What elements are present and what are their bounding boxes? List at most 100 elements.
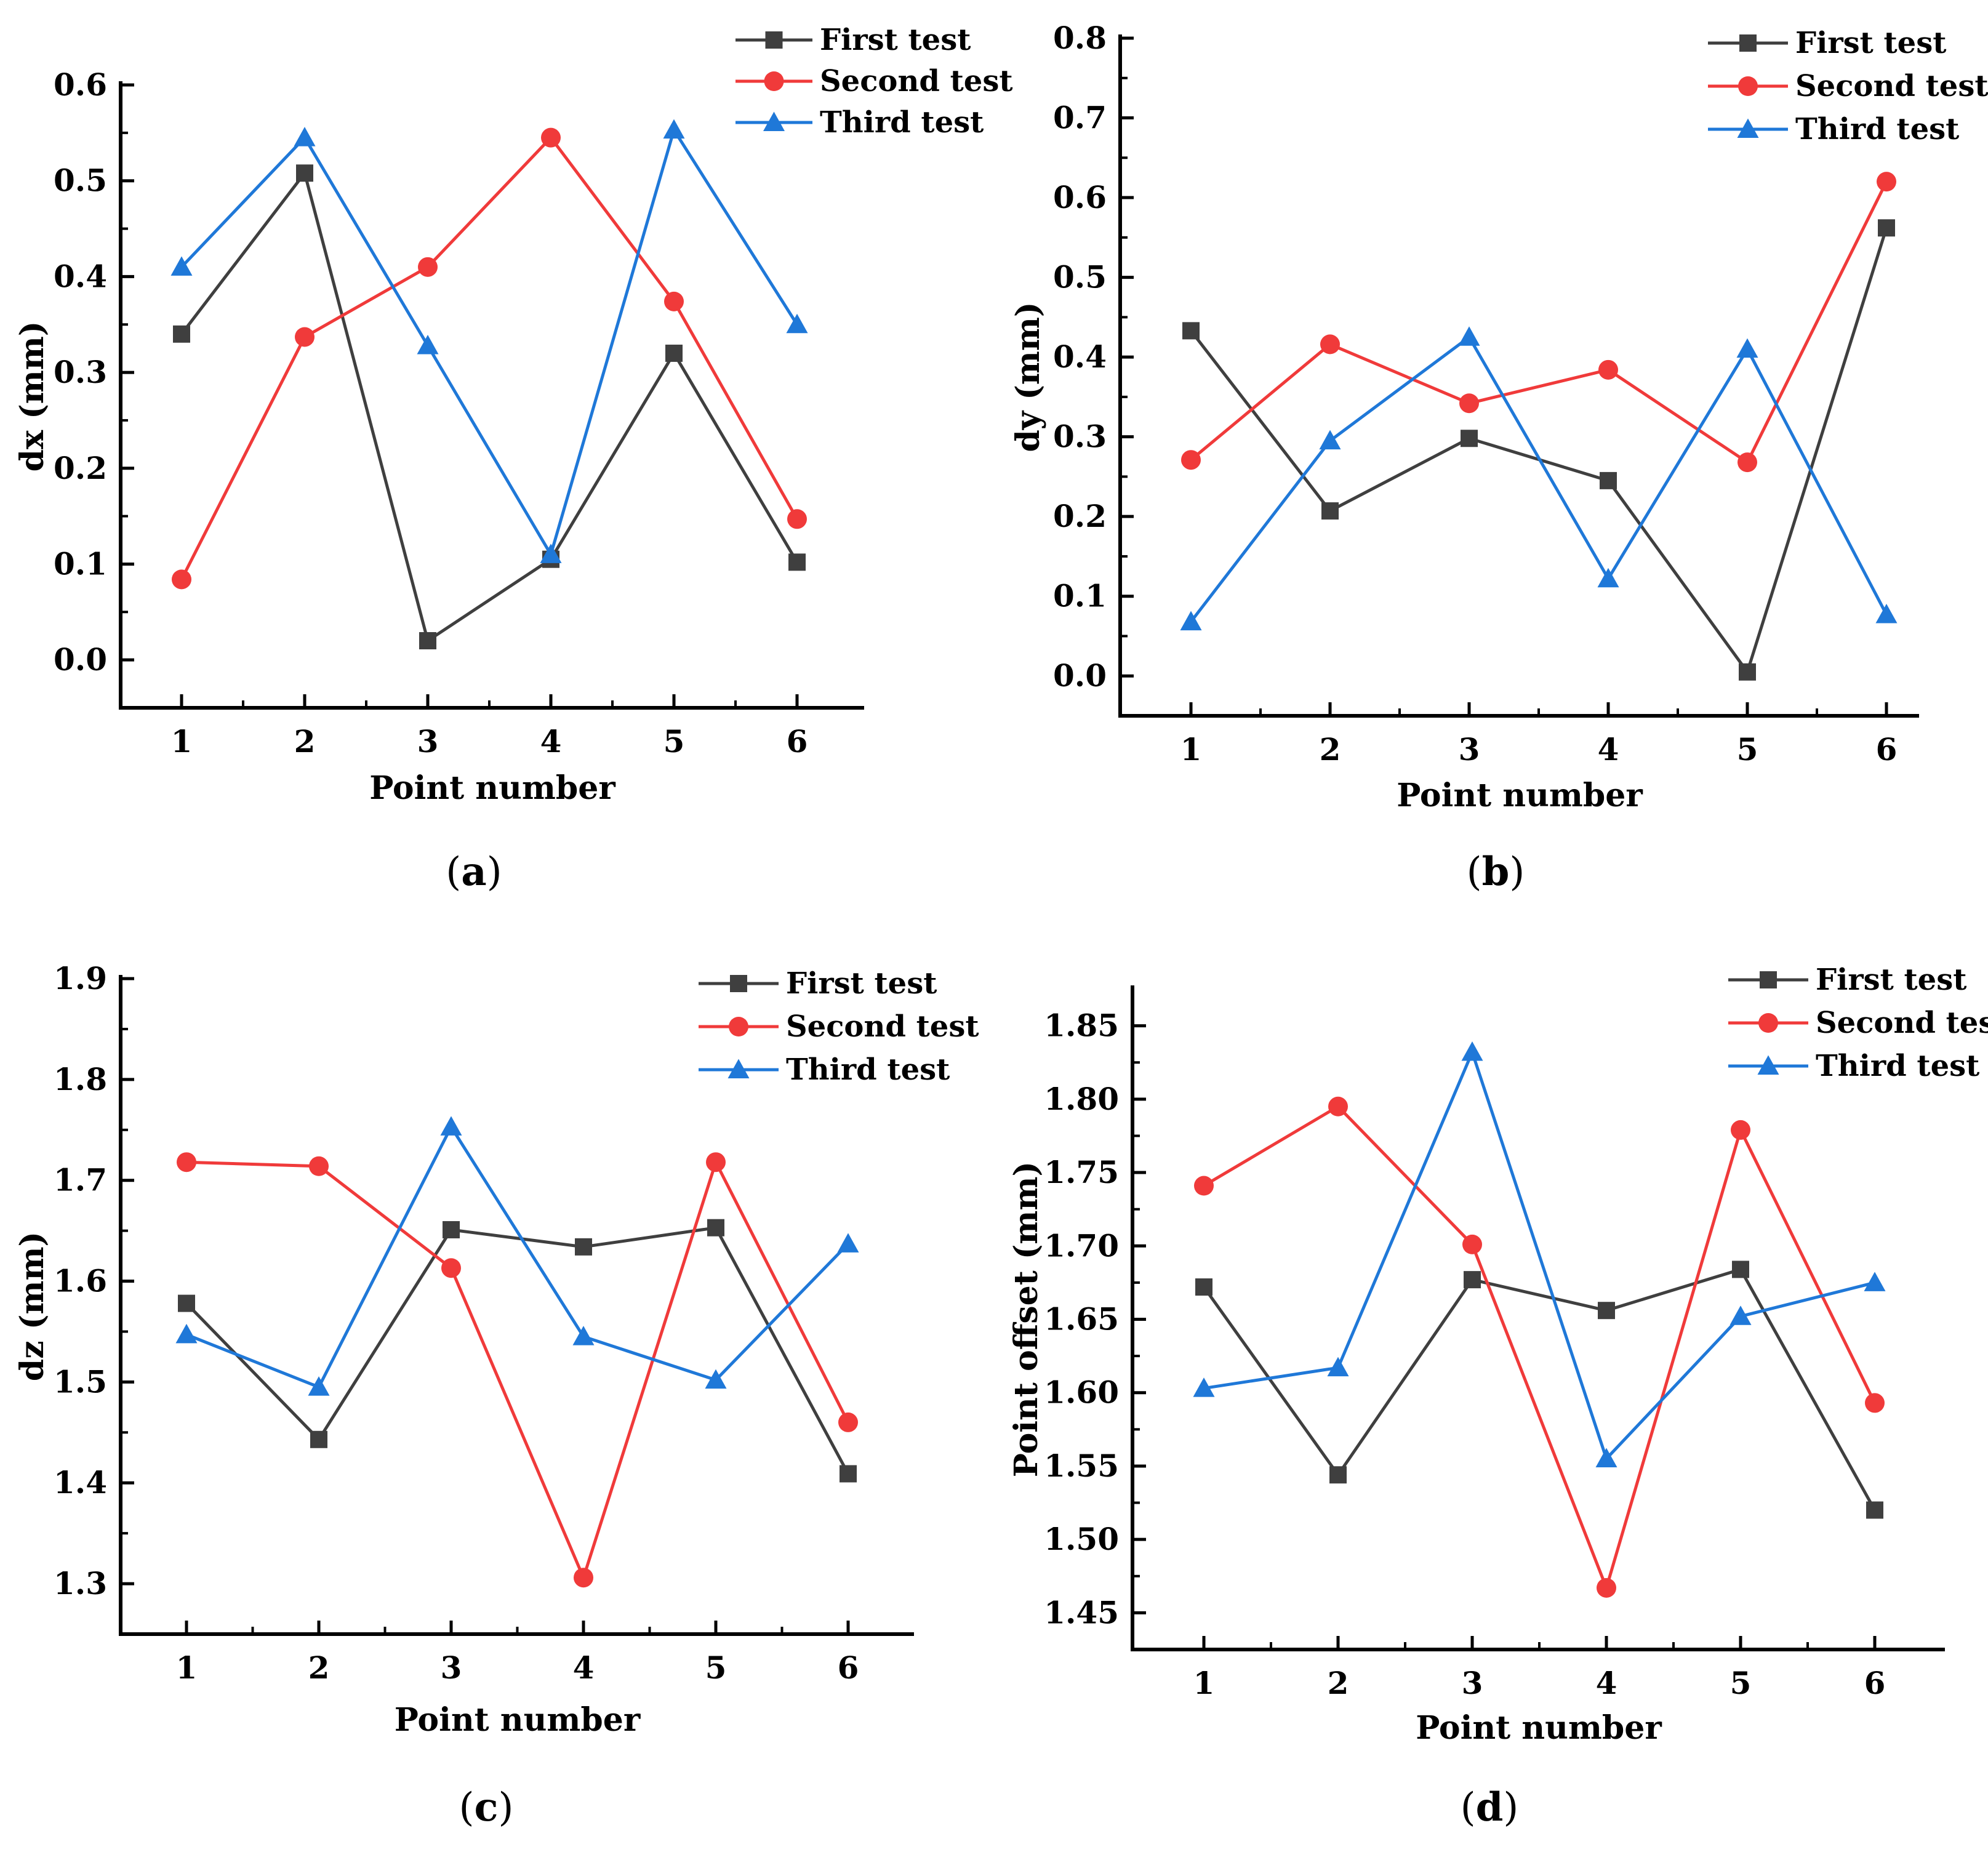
- legend-marker: [1760, 971, 1777, 988]
- data-point: [1462, 1234, 1482, 1254]
- data-point: [417, 334, 439, 355]
- series-line: [180, 128, 799, 556]
- x-tick-label: 1: [1180, 731, 1202, 768]
- data-point: [1736, 338, 1758, 358]
- data-point: [540, 543, 562, 563]
- legend: First test Second test Third test: [699, 966, 979, 1087]
- data-point: [1865, 1393, 1885, 1413]
- x-tick-label: 3: [441, 1650, 462, 1686]
- series-line: [1202, 1267, 1877, 1511]
- data-point: [1737, 452, 1757, 473]
- x-tick-label: 5: [1730, 1665, 1752, 1701]
- y-tick-label: 1.75: [1044, 1154, 1119, 1190]
- y-tick-label: 0.6: [1053, 179, 1107, 215]
- series-1: [1195, 1261, 1883, 1519]
- series-2: [172, 127, 807, 590]
- panel-caption: (b): [1467, 849, 1525, 895]
- data-point: [173, 325, 190, 343]
- y-tick-label: 1.50: [1044, 1521, 1119, 1557]
- legend-label: Second test: [820, 64, 1013, 98]
- data-point: [1181, 450, 1201, 470]
- data-point: [172, 569, 191, 590]
- series-1: [1182, 219, 1895, 681]
- legend-label: Second test: [1816, 1006, 1988, 1040]
- x-tick-label: 2: [1328, 1665, 1349, 1701]
- y-tick-label: 1.80: [1044, 1081, 1119, 1117]
- legend-marker: [1739, 34, 1757, 52]
- data-point: [1459, 393, 1479, 414]
- data-point: [1597, 1577, 1616, 1598]
- series-line: [1190, 335, 1888, 623]
- y-tick-label: 1.3: [54, 1565, 107, 1601]
- data-point: [1461, 1041, 1483, 1061]
- data-point: [1877, 172, 1896, 192]
- x-tick-label: 6: [838, 1650, 859, 1686]
- data-point: [1464, 1271, 1481, 1289]
- x-axis-label: Point number: [1416, 1709, 1662, 1747]
- data-point: [663, 119, 685, 139]
- series-line: [180, 136, 799, 580]
- data-point: [310, 1430, 327, 1448]
- data-point: [840, 1465, 857, 1483]
- y-tick-label: 0.4: [54, 258, 107, 294]
- legend: First test Second test Third test: [1728, 963, 1988, 1083]
- y-tick-label: 1.7: [54, 1162, 107, 1198]
- data-point: [443, 1221, 460, 1238]
- chart-panel-b: 0.0 0.1 0.2 0.3 0.4 0.5 0.6 0.7 0.8 1 2 3 4 5 6 Point n…: [1009, 20, 1988, 895]
- data-point: [574, 1568, 593, 1588]
- y-tick-label: 1.60: [1044, 1374, 1119, 1411]
- chart-panel-a: 0.0 0.1 0.2 0.3 0.4 0.5 0.6 1 2 3 4 5 6 Point number d…: [14, 23, 1013, 895]
- y-tick-label: 0.3: [1053, 419, 1107, 455]
- data-point: [1864, 1272, 1886, 1291]
- data-point: [309, 1156, 329, 1176]
- data-point: [1194, 1176, 1214, 1196]
- data-point: [786, 313, 808, 334]
- data-point: [1875, 603, 1898, 623]
- legend: First test Second test Third test: [735, 23, 1013, 140]
- data-point: [1595, 1448, 1617, 1468]
- data-point: [177, 1152, 196, 1173]
- data-point: [1193, 1377, 1215, 1397]
- data-point: [419, 632, 436, 650]
- legend-label: First test: [1795, 26, 1946, 60]
- y-tick-label: 0.6: [54, 66, 107, 103]
- legend-label: First test: [786, 966, 937, 1001]
- chart-panel-d: 1.45 1.50 1.55 1.60 1.65 1.70 1.75 1.80 1.85 1 2 3 4…: [1008, 963, 1988, 1830]
- x-tick-label: 4: [540, 723, 562, 760]
- data-point: [788, 553, 806, 571]
- data-point: [707, 1219, 724, 1237]
- y-tick-label: 0.4: [1053, 339, 1107, 375]
- data-point: [1320, 334, 1340, 355]
- y-tick-label: 1.55: [1044, 1448, 1119, 1484]
- x-tick-label: 6: [1864, 1665, 1886, 1701]
- data-point: [838, 1412, 858, 1432]
- y-tick-label: 0.0: [54, 641, 107, 678]
- legend-label: Second test: [786, 1009, 979, 1044]
- y-tick-label: 1.5: [54, 1363, 107, 1400]
- y-tick-label: 0.2: [1053, 498, 1107, 534]
- data-point: [787, 509, 807, 529]
- series-line: [1203, 1051, 1875, 1461]
- data-point: [1597, 567, 1619, 588]
- series-1: [178, 1219, 857, 1483]
- x-tick-label: 4: [1596, 1665, 1617, 1701]
- y-tick-label: 0.7: [1053, 100, 1107, 136]
- data-point: [1328, 1096, 1348, 1116]
- data-point: [1458, 326, 1480, 346]
- panel-caption: (c): [459, 1784, 514, 1830]
- data-point: [295, 327, 315, 347]
- data-point: [1732, 1261, 1749, 1278]
- legend-label: First test: [1816, 963, 1966, 997]
- x-tick-label: 2: [294, 723, 316, 760]
- x-tick-label: 5: [705, 1650, 727, 1686]
- data-point: [440, 1116, 462, 1136]
- x-tick-label: 2: [1320, 731, 1341, 768]
- series-line: [186, 1125, 849, 1389]
- y-tick-label: 0.3: [54, 354, 107, 390]
- data-point: [1729, 1305, 1752, 1325]
- panel-caption-letter: a: [461, 849, 486, 895]
- panel-caption-letter: d: [1476, 1784, 1504, 1830]
- y-tick-label: 0.1: [54, 545, 107, 582]
- legend-label: Third test: [820, 105, 984, 140]
